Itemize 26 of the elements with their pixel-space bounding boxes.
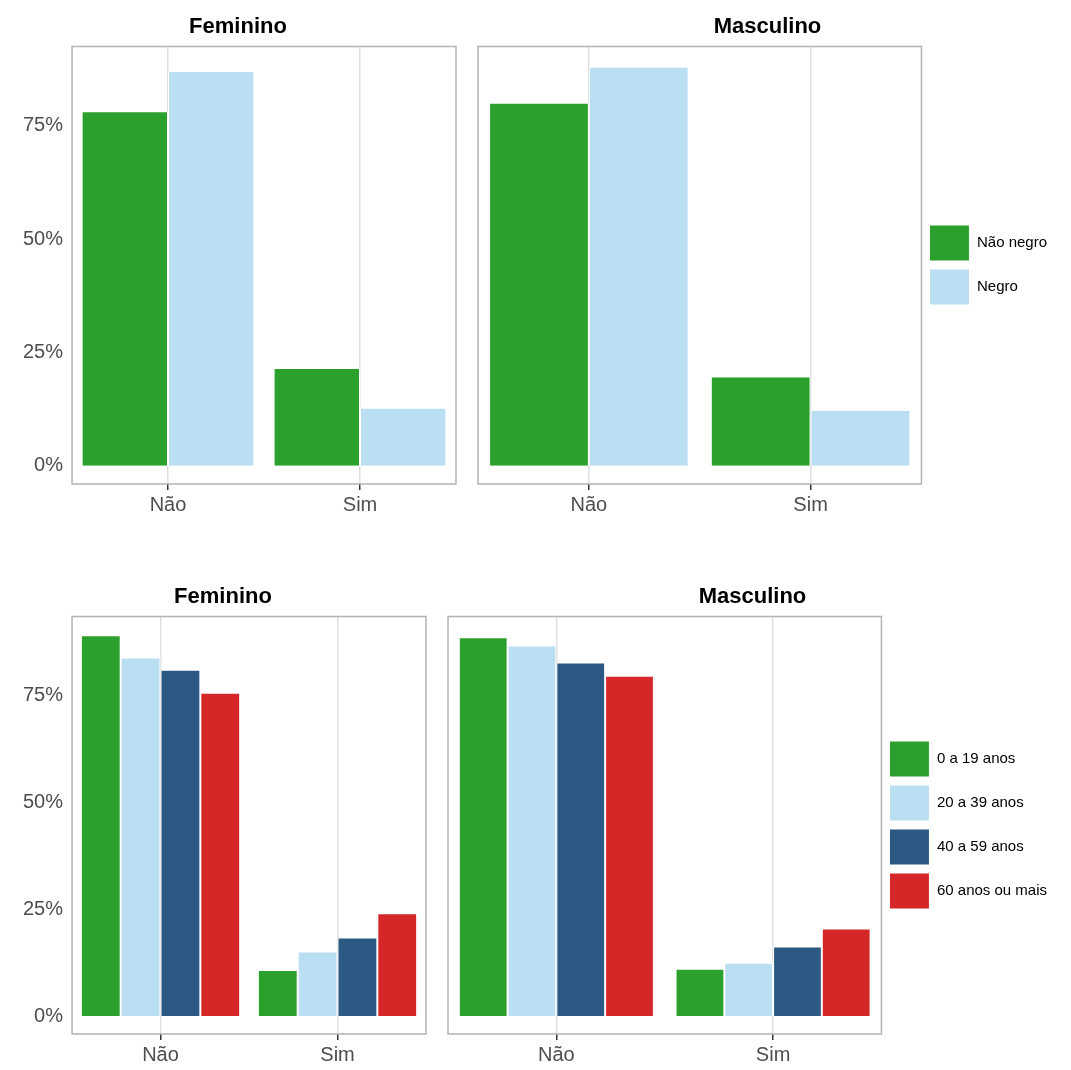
x-tick-label: Sim: [342, 492, 378, 515]
x-tick-label: Sim: [320, 1042, 355, 1065]
legend-label: 0 a 19 anos: [936, 749, 1016, 767]
chart-title: Feminino: [174, 583, 272, 609]
y-tick-label: 0%: [34, 1003, 64, 1026]
chart-title: Masculino: [698, 583, 807, 609]
y-tick-label: 75%: [23, 683, 64, 706]
x-tick-label: Não: [142, 1042, 179, 1065]
x-tick-label: Não: [538, 1042, 575, 1065]
y-tick-label: 50%: [23, 790, 64, 813]
legend-label: 20 a 39 anos: [936, 793, 1024, 811]
x-tick-label: Sim: [755, 1042, 791, 1065]
chart-title: Masculino: [713, 13, 822, 39]
x-tick-label: Não: [149, 492, 187, 515]
y-tick-label: 75%: [23, 113, 64, 136]
y-tick-label: 25%: [23, 896, 64, 919]
legend-label: 60 anos ou mais: [936, 881, 1048, 899]
y-tick-label: 25%: [23, 340, 64, 363]
chart-title: Feminino: [189, 13, 287, 39]
y-tick-label: 50%: [23, 226, 64, 249]
x-tick-label: Sim: [793, 492, 828, 515]
x-tick-label: Não: [570, 492, 608, 515]
y-tick-label: 0%: [34, 453, 64, 476]
legend-label: Não negro: [976, 233, 1048, 251]
legend-label: 40 a 59 anos: [936, 837, 1024, 855]
legend-label: Negro: [976, 277, 1018, 295]
